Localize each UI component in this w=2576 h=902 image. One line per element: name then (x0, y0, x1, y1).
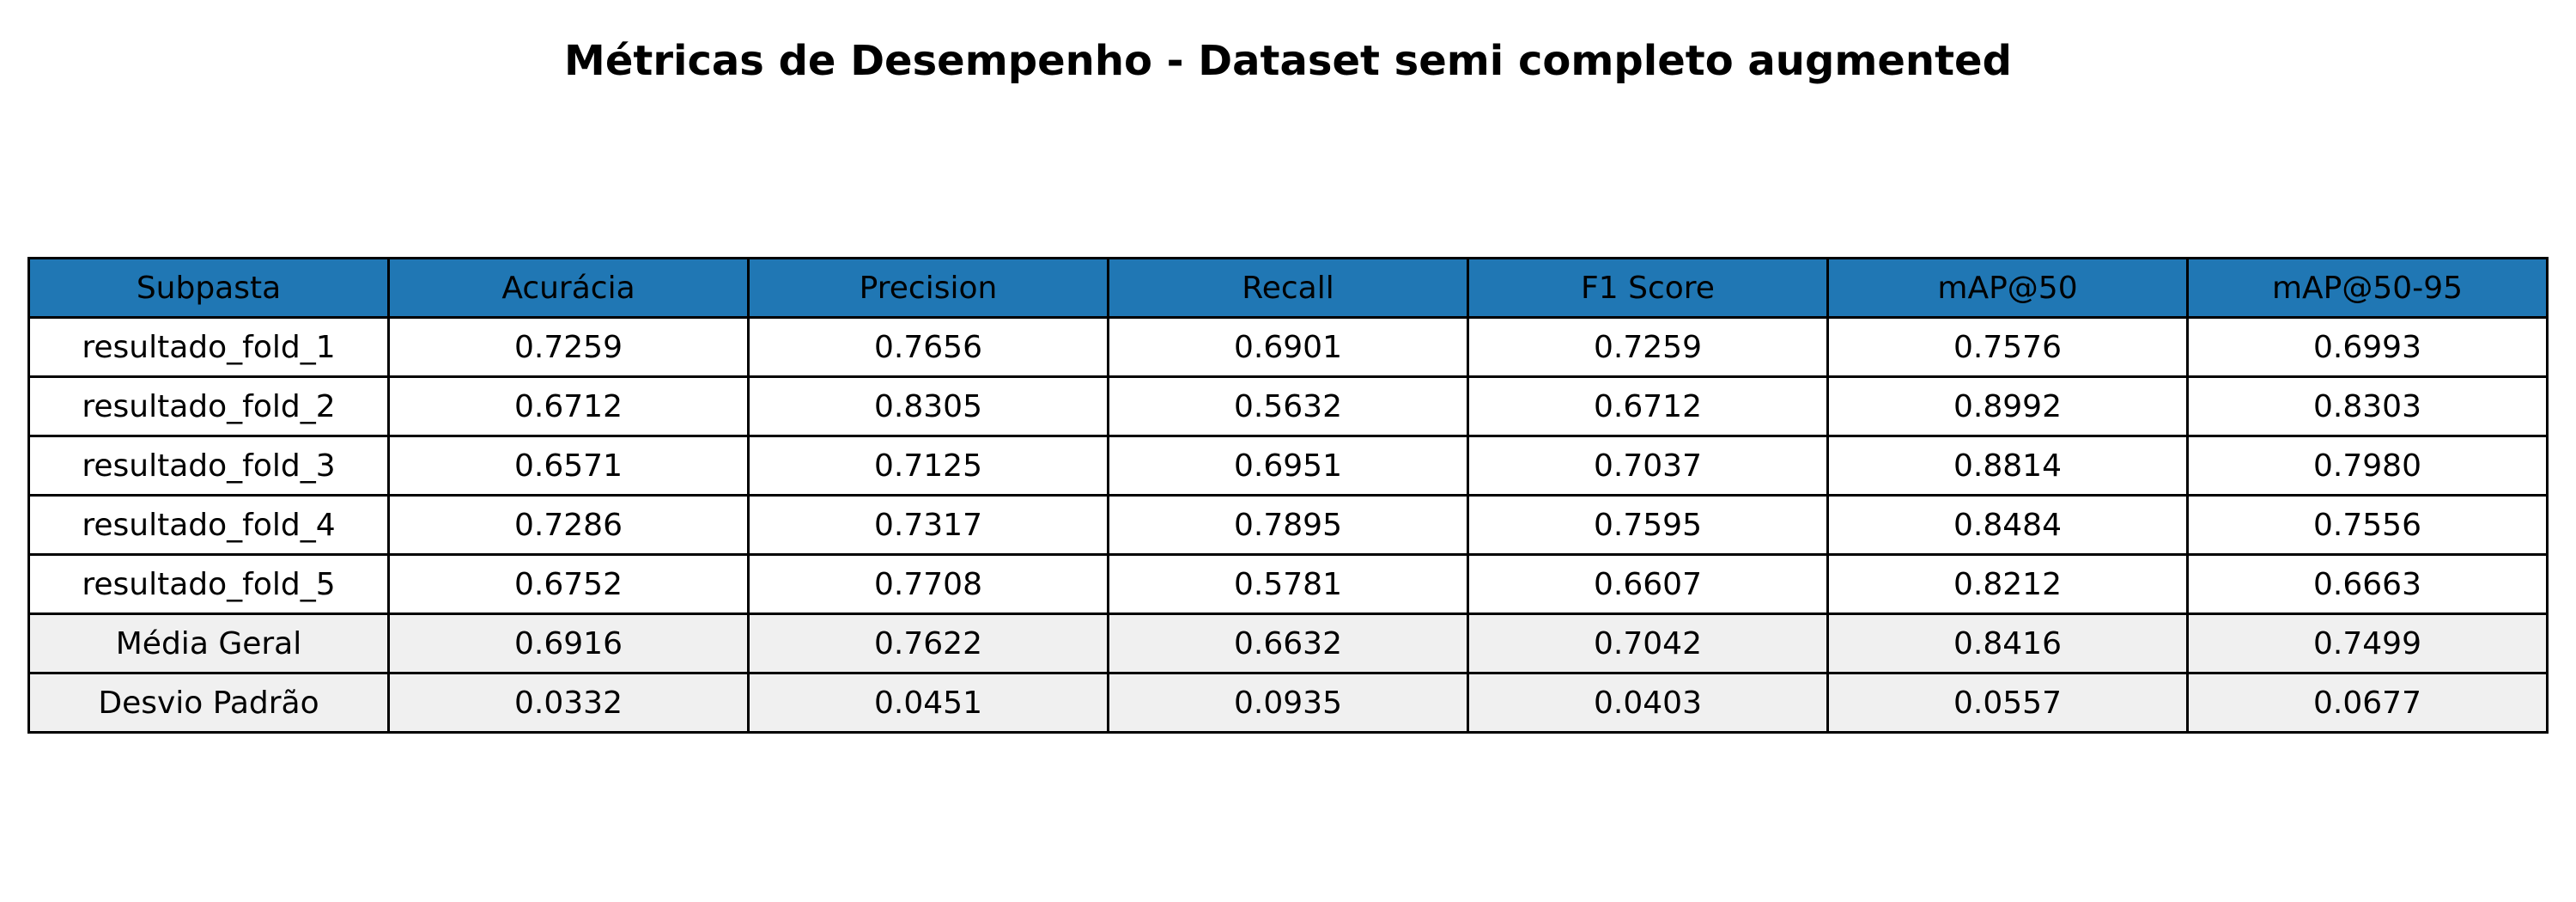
header-map50: mAP@50 (1826, 257, 2189, 319)
cell-map50: 0.0557 (1826, 672, 2189, 734)
cell-map50: 0.7576 (1826, 316, 2189, 378)
table-row: resultado_fold_4 0.7286 0.7317 0.7895 0.… (27, 494, 2549, 556)
cell-f1-score: 0.7037 (1467, 435, 1829, 497)
table-header-row: Subpasta Acurácia Precision Recall F1 Sc… (27, 257, 2549, 319)
header-recall: Recall (1107, 257, 1469, 319)
cell-subpasta: resultado_fold_5 (27, 553, 390, 615)
cell-subpasta: resultado_fold_3 (27, 435, 390, 497)
cell-map50: 0.8484 (1826, 494, 2189, 556)
cell-f1-score: 0.6607 (1467, 553, 1829, 615)
table-row: resultado_fold_5 0.6752 0.7708 0.5781 0.… (27, 553, 2549, 615)
cell-f1-score: 0.6712 (1467, 375, 1829, 437)
cell-acuracia: 0.6916 (387, 613, 750, 674)
cell-acuracia: 0.7259 (387, 316, 750, 378)
cell-precision: 0.7317 (747, 494, 1109, 556)
cell-subpasta: resultado_fold_2 (27, 375, 390, 437)
cell-map50-95: 0.0677 (2186, 672, 2549, 734)
summary-row-std-dev: Desvio Padrão 0.0332 0.0451 0.0935 0.040… (27, 672, 2549, 734)
cell-map50-95: 0.7980 (2186, 435, 2549, 497)
table-row: resultado_fold_3 0.6571 0.7125 0.6951 0.… (27, 435, 2549, 497)
header-acuracia: Acurácia (387, 257, 750, 319)
cell-subpasta: Desvio Padrão (27, 672, 390, 734)
header-subpasta: Subpasta (27, 257, 390, 319)
cell-recall: 0.6951 (1107, 435, 1469, 497)
cell-map50: 0.8814 (1826, 435, 2189, 497)
cell-map50: 0.8416 (1826, 613, 2189, 674)
cell-map50-95: 0.8303 (2186, 375, 2549, 437)
cell-recall: 0.6901 (1107, 316, 1469, 378)
chart-title: Métricas de Desempenho - Dataset semi co… (564, 37, 2012, 85)
cell-precision: 0.7125 (747, 435, 1109, 497)
cell-subpasta: resultado_fold_4 (27, 494, 390, 556)
cell-acuracia: 0.6712 (387, 375, 750, 437)
table-row: resultado_fold_1 0.7259 0.7656 0.6901 0.… (27, 316, 2549, 378)
cell-recall: 0.7895 (1107, 494, 1469, 556)
cell-precision: 0.0451 (747, 672, 1109, 734)
cell-acuracia: 0.7286 (387, 494, 750, 556)
cell-precision: 0.7708 (747, 553, 1109, 615)
cell-subpasta: resultado_fold_1 (27, 316, 390, 378)
cell-recall: 0.5632 (1107, 375, 1469, 437)
cell-precision: 0.8305 (747, 375, 1109, 437)
cell-acuracia: 0.6571 (387, 435, 750, 497)
cell-recall: 0.0935 (1107, 672, 1469, 734)
metrics-table: Subpasta Acurácia Precision Recall F1 Sc… (27, 257, 2549, 734)
cell-f1-score: 0.7259 (1467, 316, 1829, 378)
cell-acuracia: 0.6752 (387, 553, 750, 615)
cell-map50-95: 0.7556 (2186, 494, 2549, 556)
cell-f1-score: 0.7042 (1467, 613, 1829, 674)
header-f1-score: F1 Score (1467, 257, 1829, 319)
summary-row-mean: Média Geral 0.6916 0.7622 0.6632 0.7042 … (27, 613, 2549, 674)
cell-recall: 0.5781 (1107, 553, 1469, 615)
cell-recall: 0.6632 (1107, 613, 1469, 674)
cell-map50-95: 0.6663 (2186, 553, 2549, 615)
cell-acuracia: 0.0332 (387, 672, 750, 734)
cell-map50-95: 0.7499 (2186, 613, 2549, 674)
cell-precision: 0.7656 (747, 316, 1109, 378)
header-map50-95: mAP@50-95 (2186, 257, 2549, 319)
cell-subpasta: Média Geral (27, 613, 390, 674)
cell-map50: 0.8212 (1826, 553, 2189, 615)
cell-f1-score: 0.7595 (1467, 494, 1829, 556)
cell-map50: 0.8992 (1826, 375, 2189, 437)
table-row: resultado_fold_2 0.6712 0.8305 0.5632 0.… (27, 375, 2549, 437)
cell-map50-95: 0.6993 (2186, 316, 2549, 378)
header-precision: Precision (747, 257, 1109, 319)
cell-f1-score: 0.0403 (1467, 672, 1829, 734)
cell-precision: 0.7622 (747, 613, 1109, 674)
